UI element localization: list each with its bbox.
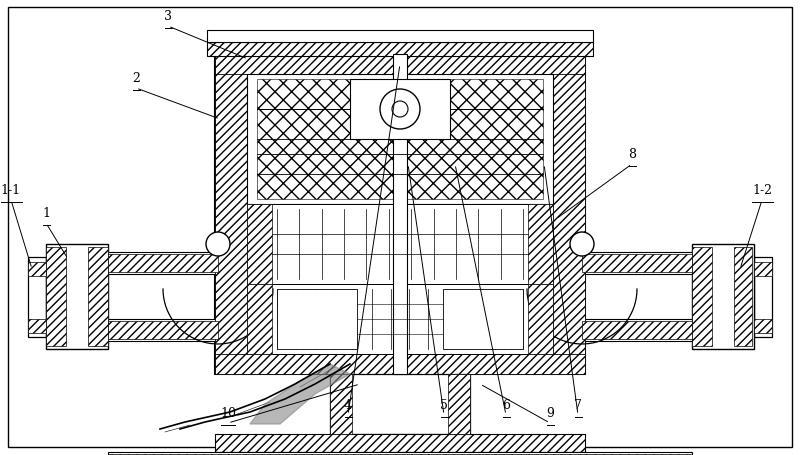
Bar	[257, 80, 543, 200]
Bar	[330, 374, 352, 434]
Bar	[448, 374, 470, 434]
Text: 1-1: 1-1	[1, 184, 21, 197]
Bar	[215, 434, 585, 452]
Bar	[393, 55, 407, 374]
Bar	[215, 55, 247, 374]
Bar	[28, 263, 46, 276]
Bar	[692, 244, 754, 349]
Circle shape	[392, 102, 408, 118]
Bar	[528, 284, 553, 354]
Bar	[582, 253, 692, 274]
Bar	[692, 248, 712, 346]
Bar	[350, 80, 450, 140]
Bar	[28, 258, 46, 337]
Text: 6: 6	[502, 398, 510, 411]
Bar	[443, 289, 523, 349]
Bar	[247, 205, 272, 284]
Bar	[207, 43, 593, 57]
Bar	[28, 319, 46, 333]
Bar	[553, 55, 585, 374]
Bar	[46, 248, 66, 346]
Text: 2: 2	[132, 72, 140, 85]
Text: 1: 1	[42, 207, 50, 219]
Text: 5: 5	[440, 398, 448, 411]
Bar	[330, 374, 470, 434]
Bar	[108, 321, 218, 339]
Bar	[582, 254, 692, 273]
Bar	[108, 253, 218, 274]
Bar	[247, 284, 272, 354]
Bar	[108, 452, 692, 455]
Text: 7: 7	[574, 398, 582, 411]
Bar	[108, 454, 692, 455]
Bar	[247, 205, 553, 284]
Bar	[215, 354, 585, 374]
Text: 8: 8	[628, 148, 636, 161]
Bar	[247, 284, 553, 354]
Bar	[108, 319, 218, 341]
Bar	[207, 31, 593, 43]
Bar	[277, 289, 357, 349]
Bar	[88, 248, 108, 346]
Bar	[215, 452, 585, 455]
Text: 3: 3	[164, 10, 172, 23]
Bar	[528, 205, 553, 284]
Text: 1-2: 1-2	[752, 184, 772, 197]
Bar	[215, 55, 585, 374]
Text: 10: 10	[220, 406, 236, 419]
Circle shape	[206, 233, 230, 257]
Bar	[582, 319, 692, 341]
Bar	[108, 254, 218, 273]
Bar	[46, 244, 108, 349]
Bar	[754, 263, 772, 276]
Polygon shape	[250, 364, 350, 424]
Circle shape	[570, 233, 594, 257]
Bar	[734, 248, 752, 346]
Bar	[215, 55, 585, 75]
Bar	[754, 319, 772, 333]
Bar	[247, 75, 553, 205]
Circle shape	[380, 90, 420, 130]
Text: 9: 9	[546, 406, 554, 419]
Bar	[582, 321, 692, 339]
Bar	[754, 258, 772, 337]
Text: 4: 4	[344, 398, 352, 411]
